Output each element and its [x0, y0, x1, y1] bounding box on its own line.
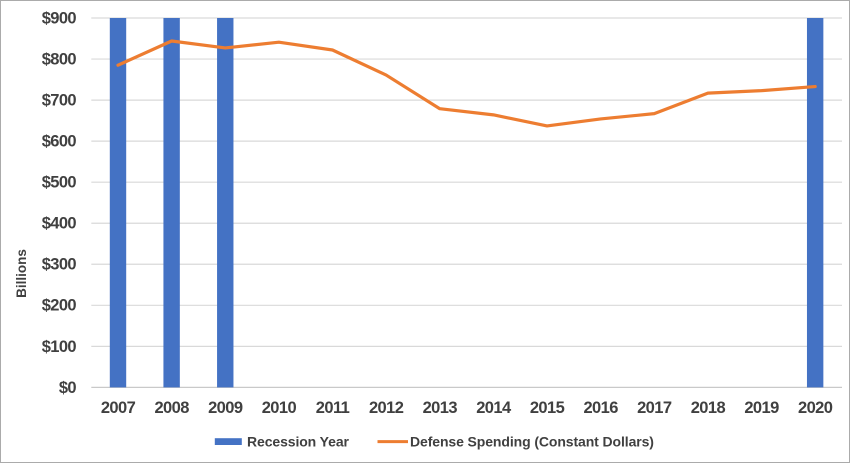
svg-text:Billions: Billions: [14, 249, 29, 298]
svg-text:2019: 2019: [744, 399, 779, 417]
svg-text:Recession Year: Recession Year: [247, 434, 350, 450]
svg-text:Defense Spending (Constant Dol: Defense Spending (Constant Dollars): [410, 434, 654, 450]
svg-text:2010: 2010: [262, 399, 297, 417]
svg-text:$0: $0: [59, 379, 77, 397]
svg-text:2012: 2012: [369, 399, 404, 417]
svg-text:$600: $600: [42, 133, 77, 151]
svg-text:2009: 2009: [208, 399, 243, 417]
svg-text:2011: 2011: [316, 399, 350, 417]
svg-text:2007: 2007: [101, 399, 136, 417]
svg-text:2017: 2017: [637, 399, 672, 417]
svg-text:$800: $800: [42, 50, 77, 68]
svg-text:2008: 2008: [154, 399, 189, 417]
svg-text:2020: 2020: [798, 399, 833, 417]
svg-text:$900: $900: [42, 9, 77, 27]
svg-text:$200: $200: [42, 297, 77, 315]
svg-text:2013: 2013: [423, 399, 458, 417]
svg-text:$100: $100: [42, 338, 77, 356]
svg-text:$500: $500: [42, 174, 77, 192]
svg-text:2014: 2014: [476, 399, 512, 417]
svg-text:2016: 2016: [583, 399, 618, 417]
svg-text:2015: 2015: [530, 399, 565, 417]
svg-text:$700: $700: [42, 91, 77, 109]
svg-text:2018: 2018: [691, 399, 726, 417]
svg-text:$400: $400: [42, 215, 77, 233]
svg-text:$300: $300: [42, 256, 77, 274]
